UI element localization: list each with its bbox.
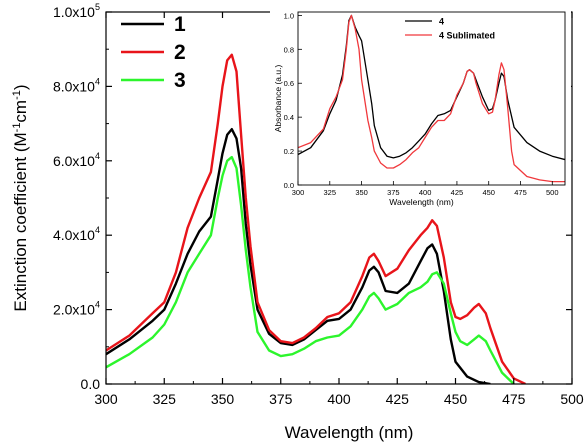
- main-x-tick-label: 500: [560, 391, 584, 407]
- inset-legend: 4 4 Sublimated: [405, 17, 495, 41]
- inset-series-line: [298, 14, 565, 183]
- inset-x-tick-label: 425: [451, 188, 464, 197]
- main-y-axis-title: Extinction coefficient (M-1cm-1): [11, 84, 30, 311]
- inset-x-tick-label: 375: [387, 188, 400, 197]
- inset-x-tick-label: 475: [514, 188, 527, 197]
- main-x-tick-label: 375: [269, 391, 293, 407]
- main-y-tick-label: 8.0x104: [53, 76, 100, 94]
- main-x-tick-label: 400: [327, 391, 351, 407]
- main-x-tick-label: 350: [211, 391, 235, 407]
- inset-plot-frame: [297, 11, 566, 186]
- inset-background: [270, 8, 571, 211]
- main-y-tick-label: 1.0x105: [53, 2, 100, 20]
- inset-y-tick-label: 0.2: [284, 147, 294, 156]
- main-y-tick-label: 6.0x104: [53, 151, 100, 169]
- main-x-tick-label: 300: [94, 391, 118, 407]
- main-y-tick-label: 0.0: [81, 376, 101, 392]
- inset-y-axis-title: Absorbance (a.u.): [273, 65, 283, 133]
- main-chart: 300 325 350 375 400 425 450 475 500 0.0 2.0x104 4.0…: [11, 2, 584, 442]
- main-series-group: [106, 53, 526, 384]
- inset-y-tick-label: 0.0: [284, 181, 294, 190]
- main-x-tick-label: 425: [386, 391, 410, 407]
- main-series-line-1: [106, 127, 491, 384]
- inset-chart: 300 325 350 375 400 425 450 475 500 0.0 0.2 0.4 0.6 0…: [270, 8, 571, 211]
- inset-y-tick-label: 1.0: [284, 11, 294, 20]
- inset-series-group: [298, 14, 565, 183]
- inset-x-tick-label: 325: [324, 188, 337, 197]
- main-x-tick-label: 475: [502, 391, 526, 407]
- inset-x-tick-label: 350: [355, 188, 368, 197]
- inset-y-tick-label: 0.4: [284, 113, 294, 122]
- main-legend: 1 2 3: [121, 13, 186, 92]
- main-y-tick-label: 4.0x104: [53, 225, 100, 243]
- main-x-tick-label: 325: [153, 391, 177, 407]
- inset-x-tick-label: 300: [292, 188, 305, 197]
- inset-x-tick-label: 450: [482, 188, 495, 197]
- inset-y-tick-label: 0.8: [284, 45, 294, 54]
- inset-y-tick-label: 0.6: [284, 79, 294, 88]
- inset-x-tick-label: 400: [419, 188, 432, 197]
- main-x-tick-label: 450: [444, 391, 468, 407]
- inset-x-axis-title: Wavelength (nm): [389, 197, 454, 207]
- main-legend-label-2: 2: [174, 41, 186, 64]
- inset-legend-label: 4 Sublimated: [439, 31, 495, 41]
- main-series-line-2: [106, 53, 526, 384]
- inset-x-tick-label: 500: [546, 188, 559, 197]
- inset-legend-label: 4: [439, 17, 444, 27]
- main-x-axis-title: Wavelength (nm): [285, 423, 414, 442]
- main-legend-label-3: 3: [174, 69, 186, 92]
- main-series-line-3: [106, 155, 515, 384]
- main-legend-label-1: 1: [174, 13, 186, 36]
- main-y-tick-label: 2.0x104: [53, 300, 100, 318]
